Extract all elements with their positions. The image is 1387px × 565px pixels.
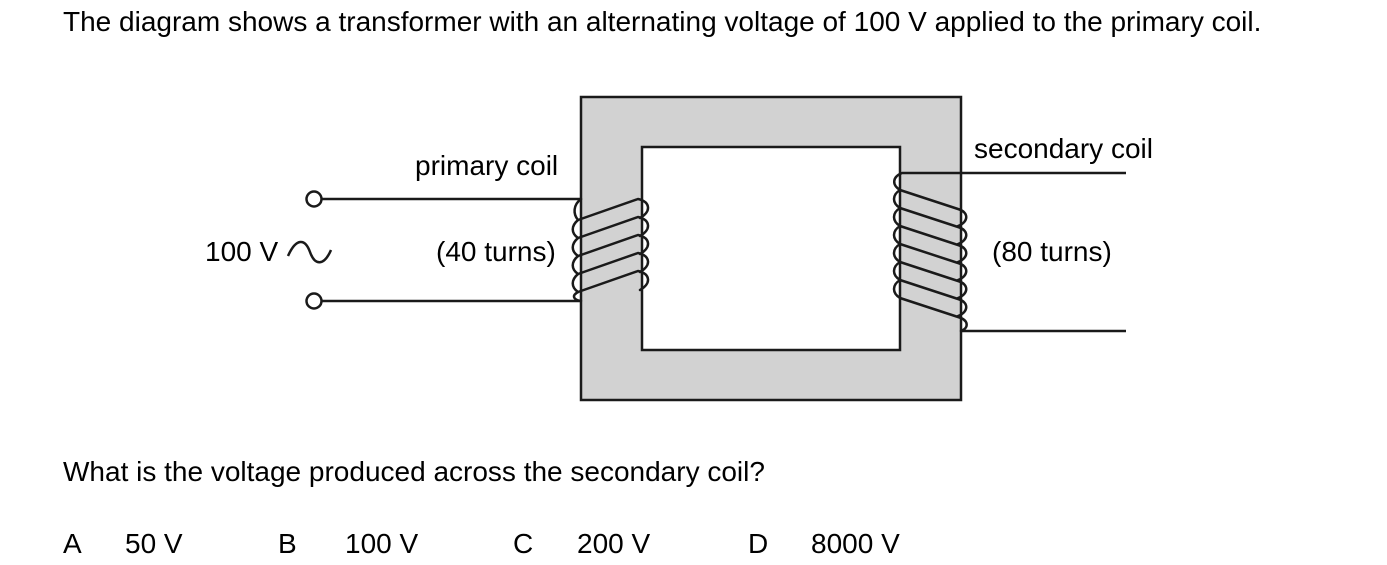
- option-letter: D: [748, 530, 768, 558]
- secondary-coil-label: secondary coil: [974, 133, 1153, 164]
- option-value: 50 V: [125, 530, 183, 558]
- supply-terminal-bottom: [307, 294, 322, 309]
- transformer-core: [581, 97, 961, 400]
- option-letter: C: [513, 530, 533, 558]
- option-letter: A: [63, 530, 82, 558]
- option-value: 100 V: [345, 530, 418, 558]
- option-value: 8000 V: [811, 530, 900, 558]
- primary-turns-label: (40 turns): [436, 236, 556, 267]
- option-letter: B: [278, 530, 297, 558]
- supply-voltage-label: 100 V: [205, 236, 278, 267]
- option-b[interactable]: B 100 V: [278, 530, 297, 558]
- supply-terminal-top: [307, 192, 322, 207]
- option-value: 200 V: [577, 530, 650, 558]
- ac-sine-icon: [288, 242, 331, 262]
- option-c[interactable]: C 200 V: [513, 530, 533, 558]
- primary-coil-label: primary coil: [415, 150, 558, 181]
- secondary-turns-label: (80 turns): [992, 236, 1112, 267]
- option-a[interactable]: A 50 V: [63, 530, 82, 558]
- question-prompt: What is the voltage produced across the …: [63, 458, 765, 486]
- option-d[interactable]: D 8000 V: [748, 530, 768, 558]
